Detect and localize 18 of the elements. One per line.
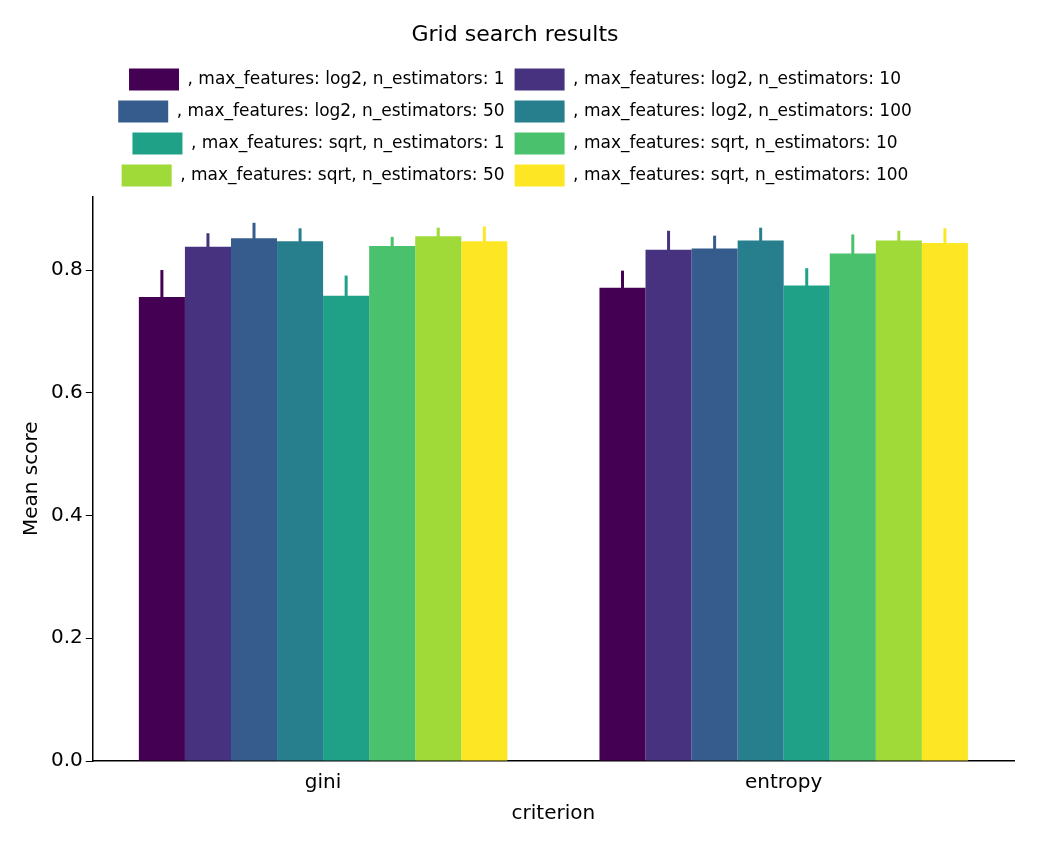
y-tick-label: 0.6 <box>50 378 83 403</box>
legend-label: , max_features: sqrt, n_estimators: 100 <box>573 163 909 185</box>
y-tick-label: 0.2 <box>50 624 83 649</box>
legend-label: , max_features: sqrt, n_estimators: 10 <box>573 131 898 153</box>
x-axis-title: criterion <box>511 800 596 825</box>
legend-label: , max_features: log2, n_estimators: 1 <box>187 67 505 89</box>
legend-label: , max_features: log2, n_estimators: 50 <box>176 99 505 121</box>
legend-label: , max_features: sqrt, n_estimators: 50 <box>180 163 505 185</box>
legend-label: , max_features: log2, n_estimators: 10 <box>573 67 901 89</box>
x-tick-label: entropy <box>745 769 823 794</box>
legend-label: , max_features: log2, n_estimators: 100 <box>573 99 912 121</box>
y-tick-label: 0.8 <box>50 256 83 281</box>
chart-title: Grid search results <box>411 20 619 46</box>
y-axis-title: Mean score <box>18 421 43 536</box>
legend-label: , max_features: sqrt, n_estimators: 1 <box>190 131 505 153</box>
y-tick-label: 0.4 <box>50 501 83 526</box>
y-tick-label: 0.0 <box>50 747 83 772</box>
x-tick-label: gini <box>304 769 342 794</box>
